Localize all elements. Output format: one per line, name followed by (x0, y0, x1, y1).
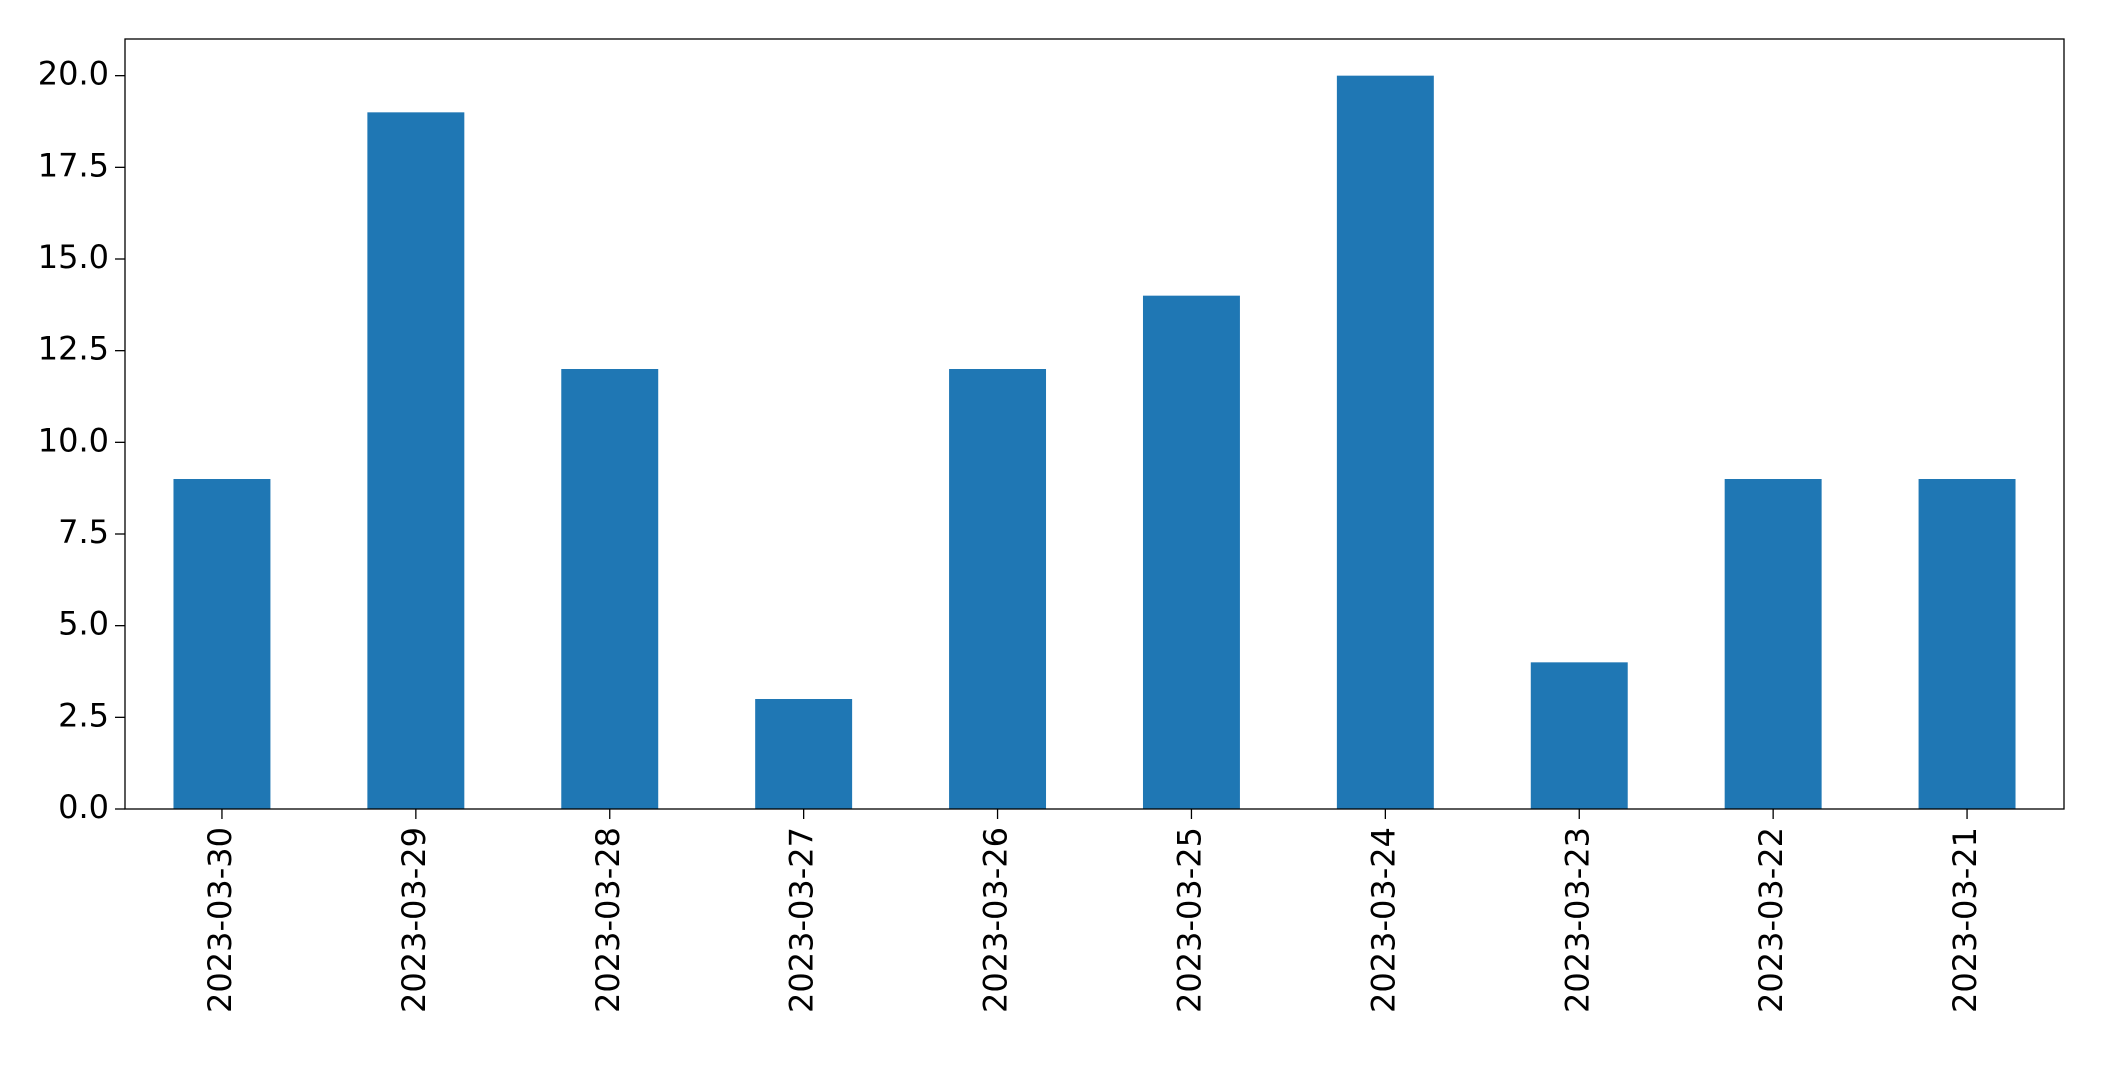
y-tick-label: 10.0 (38, 421, 109, 459)
x-tick-label: 2023-03-30 (201, 827, 239, 1013)
y-tick-label: 15.0 (38, 238, 109, 276)
bar (1724, 479, 1822, 809)
x-tick-label: 2023-03-28 (589, 827, 627, 1013)
bar (1142, 295, 1240, 810)
x-tick-label: 2023-03-25 (1170, 827, 1208, 1013)
x-tick-label: 2023-03-27 (783, 827, 821, 1013)
y-tick-label: 12.5 (38, 330, 109, 368)
y-tick-label: 20.0 (38, 55, 109, 93)
y-tick-label: 5.0 (58, 605, 109, 643)
bar (173, 479, 271, 809)
y-tick-label: 0.0 (58, 788, 109, 826)
x-tick-label: 2023-03-21 (1946, 827, 1984, 1013)
y-tick-label: 7.5 (58, 513, 109, 551)
y-tick-label: 17.5 (38, 146, 109, 184)
bar (1530, 662, 1628, 809)
bar (367, 112, 465, 810)
plot-frame (124, 38, 2065, 810)
bar (949, 369, 1047, 809)
x-tick-label: 2023-03-26 (977, 827, 1015, 1013)
bar (561, 369, 659, 809)
bar (1918, 479, 2016, 809)
x-tick-label: 2023-03-29 (395, 827, 433, 1013)
x-tick-label: 2023-03-23 (1558, 827, 1596, 1013)
x-tick-label: 2023-03-24 (1364, 827, 1402, 1013)
bar (1336, 75, 1434, 809)
y-tick-label: 2.5 (58, 696, 109, 734)
x-tick-label: 2023-03-22 (1752, 827, 1790, 1013)
bar (755, 699, 853, 809)
